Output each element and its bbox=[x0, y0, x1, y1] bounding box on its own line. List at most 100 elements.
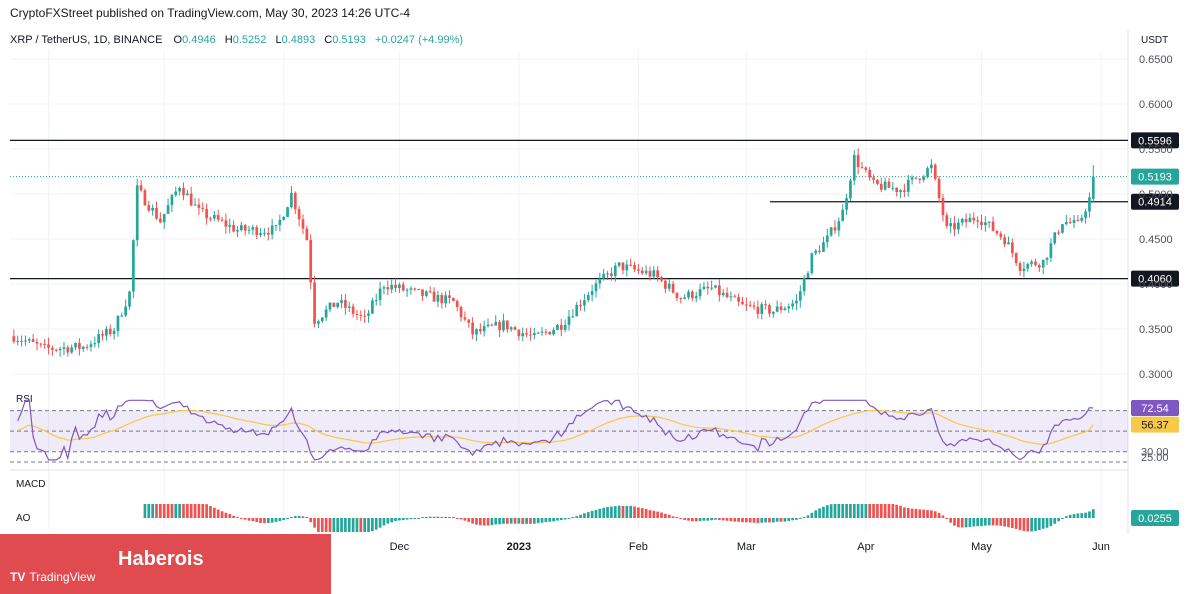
candle[interactable] bbox=[984, 216, 987, 232]
candle[interactable] bbox=[374, 293, 378, 306]
candle[interactable] bbox=[305, 225, 309, 241]
candle[interactable] bbox=[278, 214, 282, 232]
candle[interactable] bbox=[606, 271, 609, 280]
candle[interactable] bbox=[132, 239, 135, 299]
candle[interactable] bbox=[1080, 214, 1084, 223]
candle[interactable] bbox=[478, 323, 482, 335]
candle[interactable] bbox=[575, 301, 579, 317]
rsi-line[interactable] bbox=[17, 399, 1094, 461]
candle[interactable] bbox=[182, 182, 185, 201]
candle[interactable] bbox=[957, 218, 960, 235]
candle[interactable] bbox=[856, 148, 860, 175]
candle[interactable] bbox=[860, 161, 864, 169]
candle[interactable] bbox=[401, 281, 405, 292]
candle[interactable] bbox=[729, 291, 733, 302]
candle[interactable] bbox=[930, 159, 933, 174]
candle[interactable] bbox=[355, 309, 359, 321]
candle[interactable] bbox=[660, 275, 663, 283]
candle[interactable] bbox=[135, 178, 139, 247]
candle[interactable] bbox=[1084, 208, 1087, 224]
candle[interactable] bbox=[849, 178, 852, 202]
candle[interactable] bbox=[679, 297, 683, 304]
candle[interactable] bbox=[926, 166, 929, 179]
candle[interactable] bbox=[35, 338, 39, 351]
candle[interactable] bbox=[270, 218, 274, 240]
candle[interactable] bbox=[297, 205, 301, 227]
candle[interactable] bbox=[1010, 238, 1014, 258]
candle[interactable] bbox=[85, 344, 89, 351]
candle[interactable] bbox=[725, 287, 729, 299]
candle[interactable] bbox=[563, 319, 567, 333]
candle[interactable] bbox=[1018, 261, 1022, 276]
candle[interactable] bbox=[795, 294, 798, 311]
candle[interactable] bbox=[482, 320, 486, 337]
candle[interactable] bbox=[74, 342, 77, 351]
candle[interactable] bbox=[933, 163, 937, 181]
candle[interactable] bbox=[987, 221, 991, 228]
candle[interactable] bbox=[328, 302, 332, 313]
candle[interactable] bbox=[120, 312, 124, 318]
candle[interactable] bbox=[598, 272, 602, 289]
candle[interactable] bbox=[525, 328, 528, 338]
candle[interactable] bbox=[517, 329, 521, 341]
candle[interactable] bbox=[714, 285, 717, 289]
candle[interactable] bbox=[386, 280, 390, 296]
candle[interactable] bbox=[97, 329, 101, 348]
candle[interactable] bbox=[744, 297, 748, 311]
candle[interactable] bbox=[174, 186, 178, 197]
candle[interactable] bbox=[891, 181, 895, 191]
candle[interactable] bbox=[540, 327, 544, 336]
candle[interactable] bbox=[455, 299, 459, 312]
candle[interactable] bbox=[112, 328, 116, 340]
candle[interactable] bbox=[721, 288, 725, 297]
candle[interactable] bbox=[536, 331, 540, 334]
candle[interactable] bbox=[286, 206, 289, 218]
candle[interactable] bbox=[895, 187, 899, 197]
candle[interactable] bbox=[220, 216, 224, 222]
candle[interactable] bbox=[20, 335, 23, 347]
candle[interactable] bbox=[718, 279, 721, 302]
candle[interactable] bbox=[876, 179, 879, 186]
candle[interactable] bbox=[47, 337, 50, 355]
candle[interactable] bbox=[471, 317, 474, 340]
candle[interactable] bbox=[845, 193, 848, 216]
candle[interactable] bbox=[922, 175, 926, 183]
candle[interactable] bbox=[953, 216, 956, 237]
candle[interactable] bbox=[243, 223, 247, 236]
candle[interactable] bbox=[155, 201, 158, 221]
candle[interactable] bbox=[671, 280, 675, 294]
candle[interactable] bbox=[910, 175, 914, 185]
candle[interactable] bbox=[509, 326, 513, 332]
candle[interactable] bbox=[1022, 261, 1026, 278]
candle[interactable] bbox=[224, 213, 228, 234]
candle[interactable] bbox=[640, 266, 644, 276]
candle[interactable] bbox=[613, 262, 617, 282]
candle[interactable] bbox=[166, 198, 170, 215]
candle[interactable] bbox=[552, 327, 555, 336]
candle[interactable] bbox=[382, 285, 386, 295]
candle[interactable] bbox=[1030, 259, 1033, 268]
candle[interactable] bbox=[664, 278, 667, 294]
candle[interactable] bbox=[459, 305, 463, 322]
candle[interactable] bbox=[590, 284, 594, 302]
candle[interactable] bbox=[629, 258, 633, 267]
candle[interactable] bbox=[976, 216, 979, 229]
candle[interactable] bbox=[39, 342, 43, 348]
candle[interactable] bbox=[617, 262, 621, 268]
candle[interactable] bbox=[116, 315, 120, 337]
candle[interactable] bbox=[78, 338, 81, 356]
candle[interactable] bbox=[675, 292, 679, 302]
candle[interactable] bbox=[498, 320, 501, 337]
candle[interactable] bbox=[93, 336, 97, 348]
candle[interactable] bbox=[610, 267, 613, 281]
candle[interactable] bbox=[775, 300, 779, 313]
candle[interactable] bbox=[367, 309, 370, 323]
candle[interactable] bbox=[128, 290, 131, 310]
candle[interactable] bbox=[1064, 215, 1068, 226]
candle[interactable] bbox=[216, 209, 220, 223]
candle[interactable] bbox=[544, 328, 548, 336]
candle[interactable] bbox=[463, 311, 467, 322]
candle[interactable] bbox=[802, 274, 806, 296]
candle[interactable] bbox=[344, 293, 347, 315]
candle[interactable] bbox=[12, 329, 16, 344]
